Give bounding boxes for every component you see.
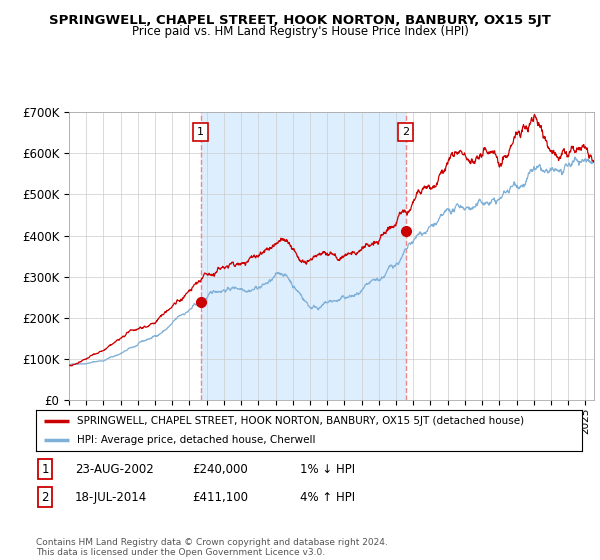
Text: Contains HM Land Registry data © Crown copyright and database right 2024.
This d: Contains HM Land Registry data © Crown c…	[36, 538, 388, 557]
Text: HPI: Average price, detached house, Cherwell: HPI: Average price, detached house, Cher…	[77, 435, 316, 445]
Text: 1: 1	[197, 127, 204, 137]
Text: 18-JUL-2014: 18-JUL-2014	[75, 491, 147, 504]
Bar	[200, 112, 406, 400]
Text: 23-AUG-2002: 23-AUG-2002	[75, 463, 154, 476]
Text: 2: 2	[41, 491, 49, 504]
Text: 1: 1	[41, 463, 49, 476]
Text: SPRINGWELL, CHAPEL STREET, HOOK NORTON, BANBURY, OX15 5JT: SPRINGWELL, CHAPEL STREET, HOOK NORTON, …	[49, 14, 551, 27]
Text: £411,100: £411,100	[192, 491, 248, 504]
Text: £240,000: £240,000	[192, 463, 248, 476]
Text: 2: 2	[402, 127, 409, 137]
Text: 4% ↑ HPI: 4% ↑ HPI	[300, 491, 355, 504]
Text: SPRINGWELL, CHAPEL STREET, HOOK NORTON, BANBURY, OX15 5JT (detached house): SPRINGWELL, CHAPEL STREET, HOOK NORTON, …	[77, 417, 524, 426]
Text: Price paid vs. HM Land Registry's House Price Index (HPI): Price paid vs. HM Land Registry's House …	[131, 25, 469, 38]
Text: 1% ↓ HPI: 1% ↓ HPI	[300, 463, 355, 476]
